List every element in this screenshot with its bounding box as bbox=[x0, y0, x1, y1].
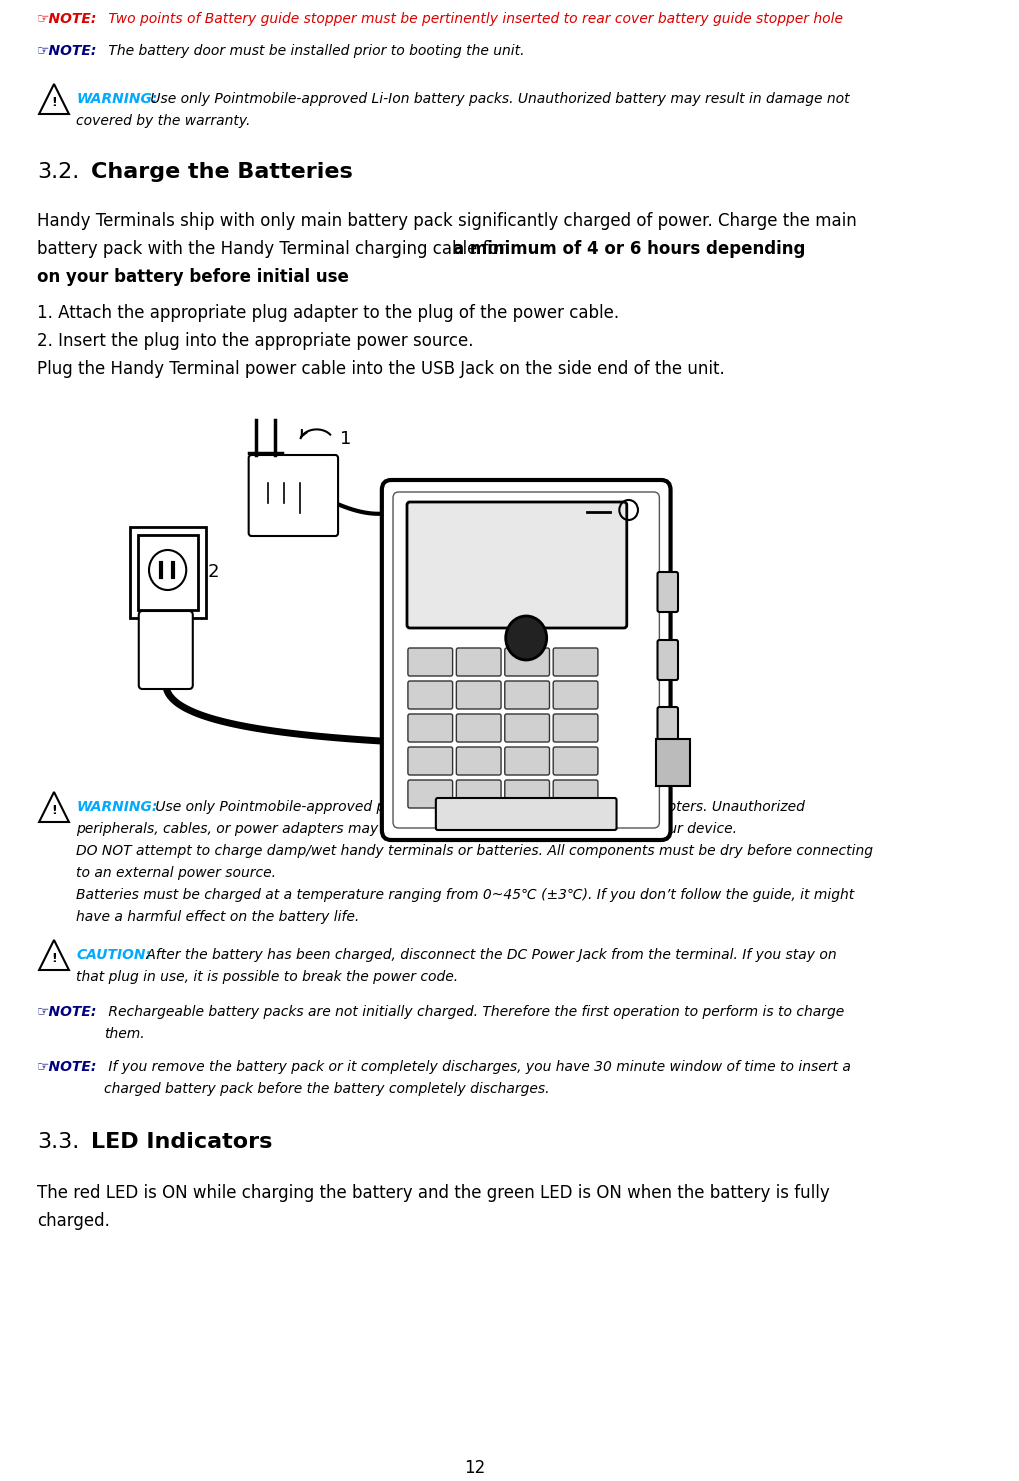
FancyBboxPatch shape bbox=[408, 780, 452, 809]
FancyBboxPatch shape bbox=[655, 739, 690, 786]
Text: 2: 2 bbox=[208, 563, 219, 581]
FancyBboxPatch shape bbox=[408, 746, 452, 775]
Text: Rechargeable battery packs are not initially charged. Therefore the first operat: Rechargeable battery packs are not initi… bbox=[104, 1006, 844, 1019]
Text: !: ! bbox=[51, 951, 57, 964]
Text: Plug the Handy Terminal power cable into the USB Jack on the side end of the uni: Plug the Handy Terminal power cable into… bbox=[38, 360, 725, 378]
FancyBboxPatch shape bbox=[552, 746, 597, 775]
Text: DO NOT attempt to charge damp/wet handy terminals or batteries. All components m: DO NOT attempt to charge damp/wet handy … bbox=[76, 844, 872, 857]
FancyBboxPatch shape bbox=[657, 706, 678, 746]
Text: ☞NOTE:: ☞NOTE: bbox=[38, 1060, 98, 1074]
Text: 2. Insert the plug into the appropriate power source.: 2. Insert the plug into the appropriate … bbox=[38, 332, 473, 350]
Text: them.: them. bbox=[104, 1026, 145, 1041]
Text: !: ! bbox=[51, 95, 57, 108]
Text: covered by the warranty.: covered by the warranty. bbox=[76, 114, 251, 127]
FancyBboxPatch shape bbox=[504, 681, 549, 709]
FancyBboxPatch shape bbox=[455, 681, 500, 709]
FancyBboxPatch shape bbox=[552, 714, 597, 742]
FancyBboxPatch shape bbox=[455, 780, 500, 809]
Text: ☞NOTE:: ☞NOTE: bbox=[38, 1006, 98, 1019]
FancyBboxPatch shape bbox=[381, 480, 669, 840]
Text: The red LED is ON while charging the battery and the green LED is ON when the ba: The red LED is ON while charging the bat… bbox=[38, 1183, 829, 1203]
FancyBboxPatch shape bbox=[552, 780, 597, 809]
Text: .: . bbox=[286, 268, 291, 286]
Text: After the battery has been charged, disconnect the DC Power Jack from the termin: After the battery has been charged, disc… bbox=[142, 948, 836, 963]
FancyBboxPatch shape bbox=[435, 798, 615, 829]
FancyBboxPatch shape bbox=[657, 640, 678, 680]
FancyBboxPatch shape bbox=[408, 649, 452, 675]
Text: CAUTION:: CAUTION: bbox=[76, 948, 151, 963]
Text: 3.2.: 3.2. bbox=[38, 161, 79, 182]
Text: If you remove the battery pack or it completely discharges, you have 30 minute w: If you remove the battery pack or it com… bbox=[104, 1060, 850, 1074]
Text: WARNING:: WARNING: bbox=[76, 92, 158, 107]
Text: charged battery pack before the battery completely discharges.: charged battery pack before the battery … bbox=[104, 1083, 549, 1096]
Text: a minimum of 4 or 6 hours depending: a minimum of 4 or 6 hours depending bbox=[452, 240, 804, 258]
Text: Handy Terminals ship with only main battery pack significantly charged of power.: Handy Terminals ship with only main batt… bbox=[38, 212, 856, 230]
Text: !: ! bbox=[51, 804, 57, 816]
Text: to an external power source.: to an external power source. bbox=[76, 866, 276, 880]
Text: WARNING:: WARNING: bbox=[76, 800, 158, 815]
Text: 12: 12 bbox=[464, 1459, 485, 1477]
Text: Batteries must be charged at a temperature ranging from 0~45℃ (±3℃). If you don’: Batteries must be charged at a temperatu… bbox=[76, 889, 854, 902]
FancyBboxPatch shape bbox=[657, 572, 678, 612]
FancyBboxPatch shape bbox=[249, 455, 337, 536]
Text: Charge the Batteries: Charge the Batteries bbox=[91, 161, 353, 182]
FancyBboxPatch shape bbox=[407, 502, 626, 628]
FancyBboxPatch shape bbox=[408, 681, 452, 709]
Text: Use only Pointmobile-approved peripherals, power cables, and power adapters. Una: Use only Pointmobile-approved peripheral… bbox=[151, 800, 804, 815]
FancyBboxPatch shape bbox=[504, 714, 549, 742]
Text: Use only Pointmobile-approved Li-Ion battery packs. Unauthorized battery may res: Use only Pointmobile-approved Li-Ion bat… bbox=[146, 92, 849, 107]
Text: Two points of Battery guide stopper must be pertinently inserted to rear cover b: Two points of Battery guide stopper must… bbox=[104, 12, 843, 27]
FancyBboxPatch shape bbox=[504, 780, 549, 809]
Text: have a harmful effect on the battery life.: have a harmful effect on the battery lif… bbox=[76, 909, 360, 924]
Text: The battery door must be installed prior to booting the unit.: The battery door must be installed prior… bbox=[104, 44, 525, 58]
Text: 3.3.: 3.3. bbox=[38, 1131, 79, 1152]
FancyBboxPatch shape bbox=[455, 649, 500, 675]
Text: on your battery before initial use: on your battery before initial use bbox=[38, 268, 348, 286]
FancyBboxPatch shape bbox=[504, 746, 549, 775]
FancyBboxPatch shape bbox=[504, 649, 549, 675]
FancyBboxPatch shape bbox=[455, 714, 500, 742]
Text: 1. Attach the appropriate plug adapter to the plug of the power cable.: 1. Attach the appropriate plug adapter t… bbox=[38, 304, 619, 321]
Text: charged.: charged. bbox=[38, 1211, 110, 1231]
Text: ☞NOTE:: ☞NOTE: bbox=[38, 12, 98, 27]
FancyBboxPatch shape bbox=[455, 746, 500, 775]
FancyBboxPatch shape bbox=[392, 492, 658, 828]
FancyBboxPatch shape bbox=[408, 714, 452, 742]
Text: ☞NOTE:: ☞NOTE: bbox=[38, 44, 98, 58]
Circle shape bbox=[505, 616, 546, 661]
FancyBboxPatch shape bbox=[138, 535, 198, 610]
Text: peripherals, cables, or power adapters may cause batteries to explode or damage : peripherals, cables, or power adapters m… bbox=[76, 822, 737, 835]
Text: battery pack with the Handy Terminal charging cable for: battery pack with the Handy Terminal cha… bbox=[38, 240, 511, 258]
Text: 1: 1 bbox=[339, 429, 351, 447]
FancyBboxPatch shape bbox=[139, 612, 193, 689]
Text: LED Indicators: LED Indicators bbox=[91, 1131, 272, 1152]
FancyBboxPatch shape bbox=[552, 681, 597, 709]
FancyBboxPatch shape bbox=[552, 649, 597, 675]
Text: that plug in use, it is possible to break the power code.: that plug in use, it is possible to brea… bbox=[76, 970, 459, 983]
